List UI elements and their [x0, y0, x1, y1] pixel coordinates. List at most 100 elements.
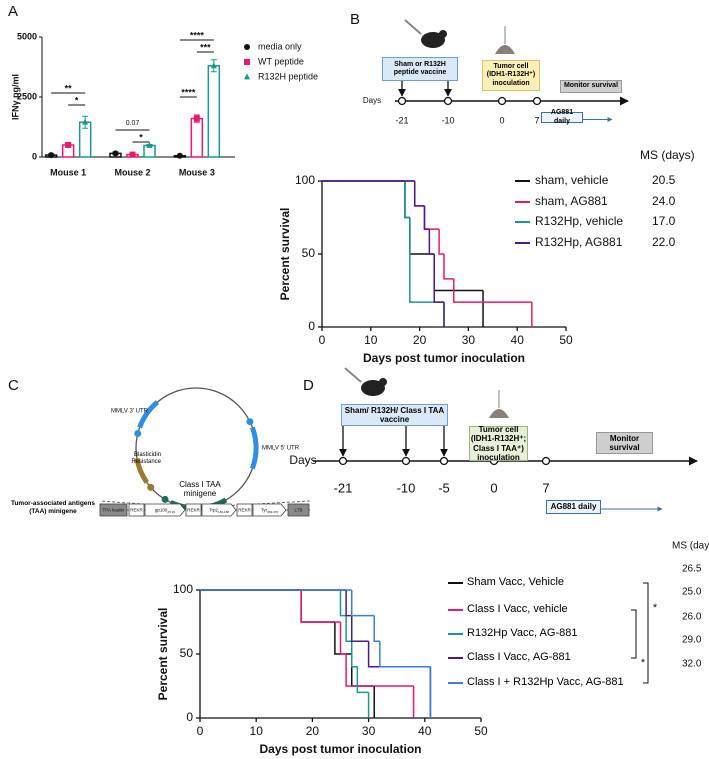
survival-step [345, 654, 414, 687]
timeline-day: 7 [542, 480, 549, 495]
legend-label: R132Hp, AG881 [535, 235, 623, 249]
plasmid-label: MMLV 5' UTR [262, 446, 300, 452]
legend-label: media only [258, 41, 302, 51]
marker [82, 118, 89, 125]
survival-step [350, 654, 375, 687]
map-element-label: REKR [130, 508, 143, 513]
survival-step [300, 590, 341, 623]
vaccine-box: Sham or R132H peptide vaccine [382, 57, 458, 81]
panel-label: D [303, 377, 314, 394]
survival-step [423, 205, 430, 230]
bar [207, 65, 221, 158]
timeline-day: 0 [490, 480, 497, 495]
x-tick-label: 40 [511, 333, 525, 347]
survival-step [350, 615, 369, 642]
median-survival: 22.0 [652, 235, 676, 249]
marker [176, 152, 183, 159]
monitor-box: Monitor survival [596, 432, 653, 454]
utr5-arc [250, 426, 259, 470]
survival-step [404, 181, 410, 219]
map-element-name: TPA leader [103, 508, 125, 513]
map-element-name: gp100 [155, 508, 168, 513]
map-element-name: Trp2 [209, 508, 219, 513]
median-survival: 20.5 [652, 173, 676, 187]
map-element [128, 503, 145, 517]
significance-label: 0.07 [126, 120, 140, 127]
monitor-box: Monitor survival [560, 80, 622, 93]
map-element-label: REKR [238, 508, 251, 513]
utr3-arc-head [134, 429, 142, 437]
timeline-point [497, 96, 507, 106]
significance-label: *** [200, 42, 211, 52]
mouse-icon [439, 30, 447, 38]
survival-step [453, 278, 532, 303]
x-tick-label: 10 [250, 724, 264, 738]
survival-step [413, 181, 425, 207]
timeline-point [397, 96, 407, 106]
x-tick-label: 0 [319, 333, 326, 347]
legend-header: MS (days) [672, 541, 709, 552]
median-survival: 26.5 [682, 564, 702, 575]
map-element [144, 503, 186, 517]
significance-label: **** [181, 87, 196, 97]
x-tick-label: Mouse 2 [114, 167, 150, 177]
map-element-sub: 180-188 [218, 510, 229, 514]
marker [146, 141, 153, 148]
marker [48, 152, 55, 159]
map-element [99, 503, 128, 517]
insert-arc-head [161, 495, 169, 503]
timeline-day: -10 [397, 480, 416, 495]
x-axis-label: Days post tumor inoculation [259, 742, 421, 756]
survival-step [350, 590, 375, 617]
legend-label: Class I Vacc, vehicle [467, 603, 568, 615]
mouse-icon [361, 380, 385, 396]
x-tick-label: Mouse 1 [50, 167, 86, 177]
x-tick-label: 20 [413, 333, 427, 347]
median-survival: 32.0 [682, 659, 702, 670]
legend-label: R132Hp Vacc, AG-881 [467, 627, 578, 639]
tumor-box: Tumor cell (IDH1-R132H⁺) inoculation [482, 60, 540, 91]
significance-label: * [139, 132, 143, 142]
timeline-day: 0 [499, 115, 504, 125]
timeline-point [338, 456, 348, 466]
map-element [201, 503, 237, 517]
survival-step [345, 590, 352, 617]
legend-header: MS (days) [640, 148, 695, 162]
map-element-label: TPA leader [103, 508, 125, 513]
legend-label: Class I Vacc, AG-881 [467, 651, 571, 663]
tumor-box: Tumor cell (IDH1-R132H⁺; Class I TAA⁺) i… [469, 425, 528, 462]
significance-label: * [653, 602, 658, 614]
timeline-days-label: Days [363, 96, 381, 105]
x-tick-label: 10 [364, 333, 378, 347]
survival-step [300, 590, 335, 623]
map-element-label: Trp2180-188 [209, 508, 229, 514]
timeline-days-label: Days [289, 453, 316, 467]
plasmid-label: Class I TAA minigene [179, 480, 221, 498]
y-tick-label: 2500 [17, 91, 37, 101]
bar [190, 117, 204, 158]
map-title: Tumor-associated antigens (TAA) minigene [10, 500, 96, 515]
y-axis-label: Percent survival [156, 608, 170, 701]
panel-label: A [8, 3, 18, 20]
timeline-day: 7 [534, 115, 539, 125]
y-tick-label: 100 [173, 582, 193, 596]
legend-label: WT peptide [258, 56, 304, 66]
timeline-day: -21 [395, 115, 408, 125]
map-element-sub: 25-33 [167, 510, 175, 514]
map-element-name: Tyr [261, 508, 268, 513]
map-element-name: REKR [187, 508, 200, 513]
legend-label: Class I + R132Hp Vacc, AG-881 [467, 676, 624, 688]
timeline-point [541, 456, 551, 466]
marker [112, 150, 119, 157]
median-survival: 24.0 [652, 194, 676, 208]
median-survival: 26.0 [682, 612, 702, 623]
significance-label: * [641, 657, 646, 669]
survival-step [433, 254, 484, 292]
marker [193, 115, 200, 122]
utr5-arc-head [246, 418, 254, 426]
plasmid-label: Blasticidin Resistance [131, 452, 161, 465]
survival-step [350, 641, 358, 668]
survival-step [334, 622, 352, 655]
